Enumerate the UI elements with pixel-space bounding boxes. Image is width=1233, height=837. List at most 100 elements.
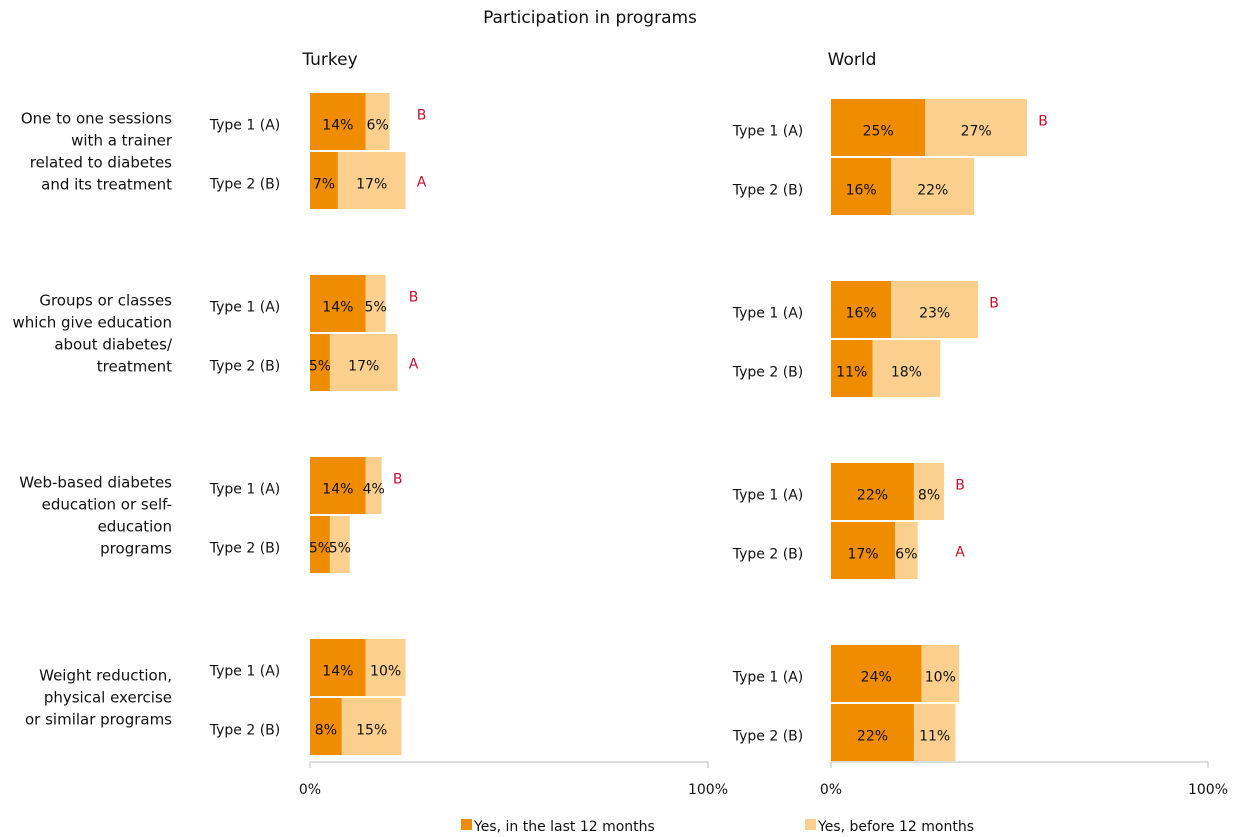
bar-segment [831,281,892,338]
group-label: programs [100,540,172,558]
bar-segment [831,99,926,156]
value-label: 8% [918,488,940,504]
value-label: 18% [891,365,922,381]
bar-segment [872,340,941,397]
value-label: 5% [309,541,331,557]
value-label: 5% [329,541,351,557]
x-tick-label: 0% [820,782,842,798]
bar-segment [831,522,896,579]
bar-segment [895,522,918,579]
bar-segment [341,698,402,755]
value-label: 17% [847,547,878,563]
significance-label: B [1038,114,1048,130]
value-label: 10% [925,670,956,686]
group-label: Web-based diabetes [19,474,172,492]
category-label: Type 2 (B) [209,723,281,739]
bar-segment [891,281,979,338]
category-label: Type 1 (A) [732,306,803,322]
significance-label: B [989,296,999,312]
bar-segment [921,645,960,702]
bar-segment [310,639,366,696]
value-label: 5% [365,300,387,316]
group-label: related to diabetes [30,154,172,172]
value-label: 14% [322,300,353,316]
value-label: 16% [846,306,877,322]
category-label: Type 2 (B) [209,359,281,375]
bar-segment [831,340,873,397]
bar-segment [310,152,338,209]
bar-segment [913,704,956,761]
value-label: 14% [322,664,353,680]
significance-label: B [417,108,427,124]
bar-segment [831,158,892,215]
significance-label: B [393,472,403,488]
significance-label: B [409,290,419,306]
group-label: or similar programs [25,711,172,729]
group-label: Weight reduction, [39,667,172,685]
legend-swatch [805,819,816,830]
value-label: 7% [313,177,335,193]
category-label: Type 1 (A) [209,118,280,134]
significance-label: A [417,175,427,191]
category-label: Type 2 (B) [209,541,281,557]
category-label: Type 1 (A) [209,664,280,680]
category-label: Type 2 (B) [732,365,804,381]
value-label: 25% [863,124,894,140]
bar-segment [310,457,366,514]
category-label: Type 2 (B) [732,183,804,199]
category-label: Type 2 (B) [732,547,804,563]
legend-swatch [461,819,472,830]
value-label: 14% [322,482,353,498]
value-label: 14% [322,118,353,134]
group-label: and its treatment [41,176,172,194]
group-label: about diabetes/ [54,336,173,354]
panel-title: Turkey [301,50,357,70]
significance-label: A [409,357,419,373]
x-tick-label: 0% [299,782,321,798]
bar-segment [365,457,382,514]
group-label: with a trainer [71,132,173,150]
value-label: 22% [857,729,888,745]
significance-label: B [955,478,965,494]
significance-label: A [955,545,965,561]
bar-segment [337,152,406,209]
category-label: Type 2 (B) [732,729,804,745]
bar-segment [310,698,342,755]
value-label: 4% [363,482,385,498]
value-label: 6% [895,547,917,563]
value-label: 10% [370,664,401,680]
chart-title: Participation in programs [483,8,697,28]
bar-segment [365,93,390,150]
group-label: education or self- [42,496,172,514]
legend-label: Yes, in the last 12 months [473,819,655,835]
category-label: Type 1 (A) [732,488,803,504]
value-label: 22% [917,183,948,199]
bar-segment [891,158,975,215]
x-tick-label: 100% [1188,782,1228,798]
bar-segment [310,334,330,391]
group-label: One to one sessions [21,110,172,128]
bar-segment [831,463,914,520]
category-label: Type 1 (A) [732,670,803,686]
bar-segment [831,704,914,761]
bar-segment [913,463,945,520]
bar-segment [365,275,386,332]
value-label: 15% [356,723,387,739]
category-label: Type 1 (A) [209,482,280,498]
group-label: which give education [13,314,172,332]
value-label: 5% [309,359,331,375]
bar-segment [310,275,366,332]
category-label: Type 1 (A) [209,300,280,316]
value-label: 6% [367,118,389,134]
value-label: 11% [836,365,867,381]
bar-segment [329,516,350,573]
panel-title: World [828,50,877,70]
legend-label: Yes, before 12 months [817,819,974,835]
x-tick-label: 100% [688,782,728,798]
value-label: 16% [846,183,877,199]
bar-segment [831,645,922,702]
category-label: Type 1 (A) [732,124,803,140]
group-label: physical exercise [44,689,172,707]
